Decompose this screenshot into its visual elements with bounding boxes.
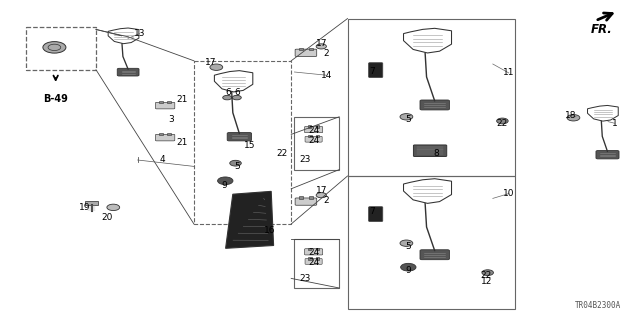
Text: 22: 22 <box>497 119 508 128</box>
Circle shape <box>401 263 416 271</box>
Text: TR04B2300A: TR04B2300A <box>575 301 621 310</box>
Text: 17: 17 <box>316 39 327 48</box>
Circle shape <box>497 118 508 124</box>
Text: 22: 22 <box>276 149 287 158</box>
Bar <box>308 248 312 250</box>
Text: 18: 18 <box>565 111 577 120</box>
Bar <box>316 125 319 128</box>
FancyBboxPatch shape <box>369 63 383 77</box>
Circle shape <box>232 95 241 100</box>
Bar <box>348 176 515 309</box>
FancyBboxPatch shape <box>295 49 317 56</box>
Text: 12: 12 <box>481 277 492 286</box>
Circle shape <box>210 64 223 70</box>
Text: 24: 24 <box>308 136 319 145</box>
Text: 2: 2 <box>324 196 329 205</box>
FancyBboxPatch shape <box>596 151 619 159</box>
Bar <box>308 258 312 260</box>
Text: 16: 16 <box>264 226 276 235</box>
Text: 21: 21 <box>177 138 188 147</box>
Circle shape <box>482 270 493 276</box>
Text: B-49: B-49 <box>44 94 68 104</box>
Text: 11: 11 <box>503 68 515 77</box>
Circle shape <box>316 193 326 198</box>
FancyBboxPatch shape <box>156 134 175 141</box>
Bar <box>168 101 172 103</box>
Text: 3: 3 <box>168 116 173 124</box>
Text: 5: 5 <box>234 162 239 171</box>
Bar <box>194 61 291 224</box>
Bar <box>299 196 303 199</box>
Text: 5: 5 <box>406 116 411 124</box>
FancyBboxPatch shape <box>227 132 252 141</box>
FancyBboxPatch shape <box>369 207 383 221</box>
Text: 21: 21 <box>177 95 188 104</box>
Text: 10: 10 <box>503 189 515 198</box>
FancyBboxPatch shape <box>305 259 322 264</box>
Bar <box>159 133 163 135</box>
Text: 23: 23 <box>299 274 310 283</box>
Bar <box>299 48 303 50</box>
Text: 24: 24 <box>308 126 319 135</box>
Text: 20: 20 <box>102 213 113 222</box>
Text: 8: 8 <box>434 149 439 158</box>
Bar <box>308 135 312 137</box>
Bar <box>26 27 96 70</box>
Text: 5: 5 <box>406 242 411 251</box>
Polygon shape <box>226 191 274 248</box>
Text: 24: 24 <box>308 248 319 257</box>
Bar <box>294 117 339 170</box>
Text: 4: 4 <box>159 156 164 164</box>
Circle shape <box>316 44 326 49</box>
Circle shape <box>43 42 66 53</box>
FancyBboxPatch shape <box>156 102 175 109</box>
Bar <box>308 125 312 128</box>
Text: 17: 17 <box>316 186 327 195</box>
Bar <box>316 248 319 250</box>
Text: 24: 24 <box>308 258 319 267</box>
Text: 15: 15 <box>244 141 255 150</box>
Circle shape <box>107 204 120 211</box>
FancyBboxPatch shape <box>413 145 447 156</box>
FancyBboxPatch shape <box>305 136 322 142</box>
Text: 2: 2 <box>324 49 329 58</box>
Text: 7: 7 <box>370 68 375 76</box>
Text: 1: 1 <box>612 119 617 128</box>
Bar <box>348 19 515 176</box>
FancyBboxPatch shape <box>420 250 449 260</box>
Circle shape <box>223 95 232 100</box>
Circle shape <box>218 177 233 185</box>
FancyBboxPatch shape <box>305 126 323 133</box>
Bar <box>159 101 163 103</box>
Text: 9: 9 <box>221 181 227 190</box>
Bar <box>316 258 319 260</box>
Bar <box>316 135 319 137</box>
Bar <box>308 196 313 199</box>
Text: 7: 7 <box>370 207 375 216</box>
FancyBboxPatch shape <box>117 68 139 76</box>
FancyBboxPatch shape <box>420 100 449 110</box>
FancyBboxPatch shape <box>295 198 317 205</box>
Text: 23: 23 <box>299 156 310 164</box>
Text: FR.: FR. <box>591 23 612 36</box>
Text: 9: 9 <box>406 266 411 275</box>
Circle shape <box>567 115 580 121</box>
FancyBboxPatch shape <box>305 249 323 255</box>
Text: 22: 22 <box>481 271 492 280</box>
Circle shape <box>400 240 413 246</box>
Text: 13: 13 <box>134 29 145 38</box>
Bar <box>168 133 172 135</box>
Text: 17: 17 <box>205 58 217 67</box>
Bar <box>308 48 313 50</box>
Circle shape <box>230 160 241 166</box>
Bar <box>85 201 98 205</box>
Text: 6: 6 <box>225 88 230 97</box>
Bar <box>294 239 339 288</box>
Text: 14: 14 <box>321 71 332 80</box>
Circle shape <box>400 114 413 120</box>
Text: 6: 6 <box>234 88 239 97</box>
Text: 19: 19 <box>79 204 90 212</box>
